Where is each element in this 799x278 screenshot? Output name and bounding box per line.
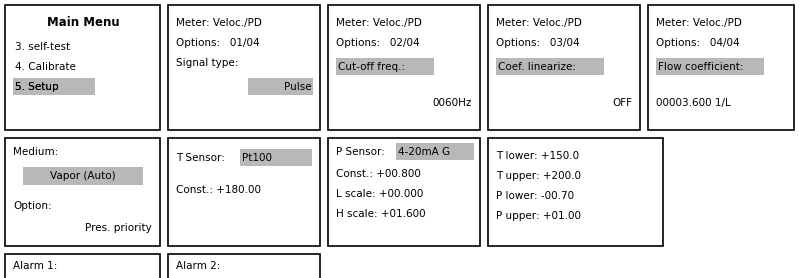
FancyBboxPatch shape xyxy=(656,58,764,75)
FancyBboxPatch shape xyxy=(23,167,143,185)
Text: 4-20mA G: 4-20mA G xyxy=(398,147,450,157)
Text: Options:   04/04: Options: 04/04 xyxy=(656,38,740,48)
Text: T Sensor:: T Sensor: xyxy=(176,153,229,163)
Text: Vapor (Auto): Vapor (Auto) xyxy=(50,171,116,181)
FancyBboxPatch shape xyxy=(5,5,160,130)
Text: Meter: Veloc./PD: Meter: Veloc./PD xyxy=(336,18,422,28)
Text: T lower: +150.0: T lower: +150.0 xyxy=(496,151,579,161)
Text: 00003.600 1/L: 00003.600 1/L xyxy=(656,98,731,108)
FancyBboxPatch shape xyxy=(168,5,320,130)
Text: Coef. linearize:: Coef. linearize: xyxy=(498,62,576,72)
FancyBboxPatch shape xyxy=(396,143,474,160)
Text: Flow coefficient:: Flow coefficient: xyxy=(658,62,744,72)
Text: P lower: -00.70: P lower: -00.70 xyxy=(496,191,574,201)
Text: L scale: +00.000: L scale: +00.000 xyxy=(336,189,423,199)
Text: P upper: +01.00: P upper: +01.00 xyxy=(496,211,581,221)
Text: 0060Hz: 0060Hz xyxy=(432,98,472,108)
Text: Meter: Veloc./PD: Meter: Veloc./PD xyxy=(496,18,582,28)
Text: Options:   01/04: Options: 01/04 xyxy=(176,38,260,48)
Text: Alarm 2:: Alarm 2: xyxy=(176,261,221,271)
Text: Meter: Veloc./PD: Meter: Veloc./PD xyxy=(656,18,742,28)
Text: Meter: Veloc./PD: Meter: Veloc./PD xyxy=(176,18,262,28)
Text: Options:   03/04: Options: 03/04 xyxy=(496,38,579,48)
FancyBboxPatch shape xyxy=(240,149,312,166)
Text: P Sensor:: P Sensor: xyxy=(336,147,388,157)
FancyBboxPatch shape xyxy=(336,58,434,75)
Text: T upper: +200.0: T upper: +200.0 xyxy=(496,171,581,181)
Text: H scale: +01.600: H scale: +01.600 xyxy=(336,209,426,219)
Text: Medium:: Medium: xyxy=(13,147,58,157)
FancyBboxPatch shape xyxy=(168,254,320,278)
Text: 5. Setup: 5. Setup xyxy=(15,82,58,92)
FancyBboxPatch shape xyxy=(328,5,480,130)
Text: Const.: +00.800: Const.: +00.800 xyxy=(336,169,421,179)
Text: Alarm 1:: Alarm 1: xyxy=(13,261,58,271)
Text: OFF: OFF xyxy=(612,98,632,108)
FancyBboxPatch shape xyxy=(5,254,160,278)
FancyBboxPatch shape xyxy=(488,5,640,130)
Text: 4. Calibrate: 4. Calibrate xyxy=(15,62,76,72)
Text: Signal type:: Signal type: xyxy=(176,58,238,68)
Text: 3. self-test: 3. self-test xyxy=(15,42,70,52)
FancyBboxPatch shape xyxy=(488,138,663,246)
Text: Pres. priority: Pres. priority xyxy=(85,223,152,233)
Text: 5. Setup: 5. Setup xyxy=(15,82,58,92)
Text: Cut-off freq.:: Cut-off freq.: xyxy=(338,62,405,72)
FancyBboxPatch shape xyxy=(248,78,313,95)
Text: Pulse: Pulse xyxy=(284,82,312,92)
Text: Options:   02/04: Options: 02/04 xyxy=(336,38,419,48)
FancyBboxPatch shape xyxy=(648,5,794,130)
Text: Main Menu: Main Menu xyxy=(46,16,119,29)
FancyBboxPatch shape xyxy=(13,78,95,95)
Text: Pt100: Pt100 xyxy=(242,153,272,163)
FancyBboxPatch shape xyxy=(496,58,604,75)
FancyBboxPatch shape xyxy=(328,138,480,246)
FancyBboxPatch shape xyxy=(168,138,320,246)
Text: Option:: Option: xyxy=(13,201,52,211)
Text: Const.: +180.00: Const.: +180.00 xyxy=(176,185,261,195)
FancyBboxPatch shape xyxy=(5,138,160,246)
